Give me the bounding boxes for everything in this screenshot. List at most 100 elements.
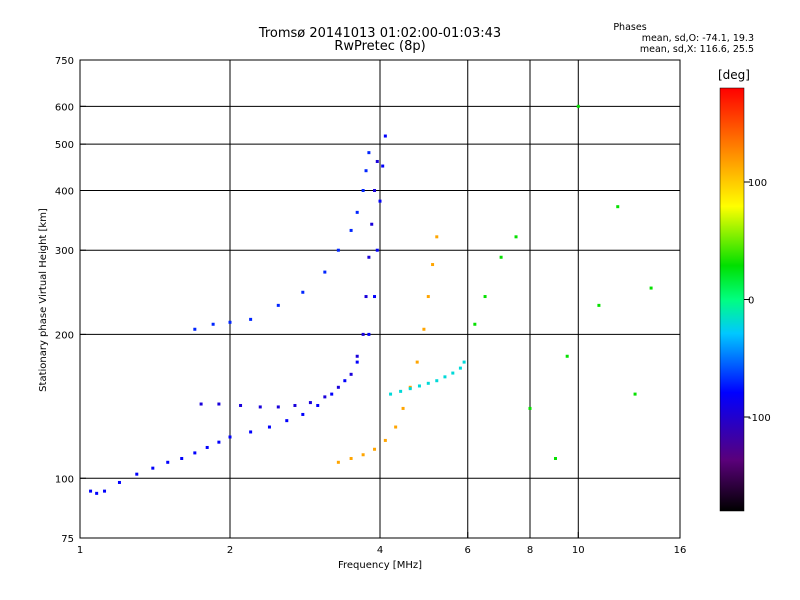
data-point-upper-trace xyxy=(249,317,253,321)
data-point-o-upper-branch xyxy=(451,371,455,375)
data-point-mid-trace xyxy=(373,188,377,192)
data-point-scattered xyxy=(597,303,601,307)
data-point-scattered xyxy=(528,406,532,410)
data-point-mid-trace xyxy=(370,222,374,226)
data-point-scattered xyxy=(483,295,487,299)
data-point-low-trace xyxy=(228,435,232,439)
phase-heading: Phases xyxy=(613,22,647,33)
data-point-x-mode-trace xyxy=(426,295,430,299)
x-tick-label: 16 xyxy=(674,545,687,556)
data-point-mid-trace xyxy=(323,395,327,399)
data-points xyxy=(89,104,653,495)
x-tick-label: 6 xyxy=(465,545,471,556)
data-point-x-mode-trace xyxy=(373,447,377,451)
data-point-o-upper-branch xyxy=(435,379,439,383)
data-point-upper-trace xyxy=(361,188,365,192)
data-point-low-trace xyxy=(285,419,289,423)
data-point-low-trace xyxy=(117,480,121,484)
data-point-mid-trace xyxy=(293,403,297,407)
data-point-low-trace xyxy=(151,466,155,470)
x-tick-label: 10 xyxy=(572,545,585,556)
colorbar xyxy=(720,88,744,511)
data-point-o-upper-branch xyxy=(399,389,403,393)
data-point-upper-trace xyxy=(364,169,368,173)
data-point-low-trace xyxy=(343,379,347,383)
data-point-scattered xyxy=(649,286,653,290)
data-point-x-mode-trace xyxy=(422,327,426,331)
data-point-o-upper-branch xyxy=(443,375,447,379)
y-tick-label: 200 xyxy=(55,330,74,341)
data-point-low-trace xyxy=(103,489,107,493)
data-point-scattered xyxy=(616,205,620,209)
data-point-upper-trace xyxy=(336,248,340,252)
data-point-low-trace xyxy=(381,164,385,168)
data-point-x-mode-trace xyxy=(401,406,405,410)
data-point-o-upper-branch xyxy=(389,392,393,396)
colorbar-ticks: 100 0 -100 xyxy=(744,178,771,424)
x-tick-label: 2 xyxy=(227,545,233,556)
data-point-low-trace xyxy=(367,332,371,336)
data-point-upper-trace xyxy=(323,270,327,274)
data-point-low-trace xyxy=(267,425,271,429)
y-tick-label: 100 xyxy=(55,474,74,485)
data-point-mid-trace xyxy=(258,405,262,409)
data-point-mid-trace xyxy=(336,385,340,389)
data-point-low-trace xyxy=(316,403,320,407)
data-point-upper-trace xyxy=(367,151,371,155)
y-tick-label: 400 xyxy=(55,186,74,197)
data-point-upper-trace xyxy=(301,290,305,294)
colorbar-tick-label: 0 xyxy=(748,296,754,307)
data-point-x-mode-trace xyxy=(361,453,365,457)
x-axis-label: Frequency [MHz] xyxy=(338,560,422,571)
data-point-x-mode-trace xyxy=(431,263,435,267)
y-tick-label: 300 xyxy=(55,246,74,257)
data-point-mid-trace xyxy=(361,332,365,336)
data-point-upper-trace xyxy=(228,320,232,324)
phase-o-mode-stats: mean, sd,O: -74.1, 19.3 xyxy=(641,33,754,44)
data-point-low-trace xyxy=(166,460,170,464)
data-point-low-trace xyxy=(378,199,382,203)
data-point-low-trace xyxy=(355,360,359,364)
phase-x-mode-stats: mean, sd,X: 116.6, 25.5 xyxy=(639,44,754,55)
data-point-mid-trace xyxy=(349,372,353,376)
data-point-mid-trace xyxy=(239,403,243,407)
data-point-upper-trace xyxy=(355,210,359,214)
data-point-low-trace xyxy=(217,440,221,444)
data-point-o-upper-branch xyxy=(462,360,466,364)
data-point-scattered xyxy=(576,104,580,108)
data-point-low-trace xyxy=(249,430,253,434)
data-point-low-trace xyxy=(89,489,93,493)
colorbar-unit-label: [deg] xyxy=(718,68,750,82)
axis-ticks: 1 2 4 6 8 10 16 75 100 200 300 400 500 600 750 xyxy=(55,56,686,556)
data-point-o-upper-branch xyxy=(408,387,412,391)
y-tick-label: 500 xyxy=(55,140,74,151)
data-point-upper-trace xyxy=(211,322,215,326)
data-point-mid-trace xyxy=(375,159,379,163)
data-point-mid-trace xyxy=(276,405,280,409)
data-point-low-trace xyxy=(205,445,209,449)
y-axis-label: Stationary phase Virtual Height [km] xyxy=(38,208,49,392)
data-point-scattered xyxy=(565,354,569,358)
data-point-x-mode-trace xyxy=(394,425,398,429)
data-point-low-trace xyxy=(95,491,99,495)
data-point-upper-trace xyxy=(193,327,197,331)
data-point-x-mode-trace xyxy=(349,456,353,460)
y-tick-label: 750 xyxy=(55,56,74,67)
data-point-low-trace xyxy=(375,248,379,252)
data-point-low-trace xyxy=(383,134,387,138)
data-point-low-trace xyxy=(301,412,305,416)
data-point-x-mode-trace xyxy=(383,438,387,442)
data-point-x-mode-trace xyxy=(435,235,439,239)
chart-title-line-1: Tromsø 20141013 01:02:00-01:03:43 xyxy=(258,26,502,41)
data-point-scattered xyxy=(499,255,503,259)
data-point-mid-trace xyxy=(355,354,359,358)
data-point-mid-trace xyxy=(308,401,312,405)
x-tick-label: 4 xyxy=(377,545,383,556)
data-point-mid-trace xyxy=(217,402,221,406)
data-point-low-trace xyxy=(193,451,197,455)
data-point-scattered xyxy=(553,456,557,460)
data-point-o-upper-branch xyxy=(417,384,421,388)
data-point-mid-trace xyxy=(367,255,371,259)
data-point-mid-trace xyxy=(199,402,203,406)
data-point-mid-trace xyxy=(364,295,368,299)
